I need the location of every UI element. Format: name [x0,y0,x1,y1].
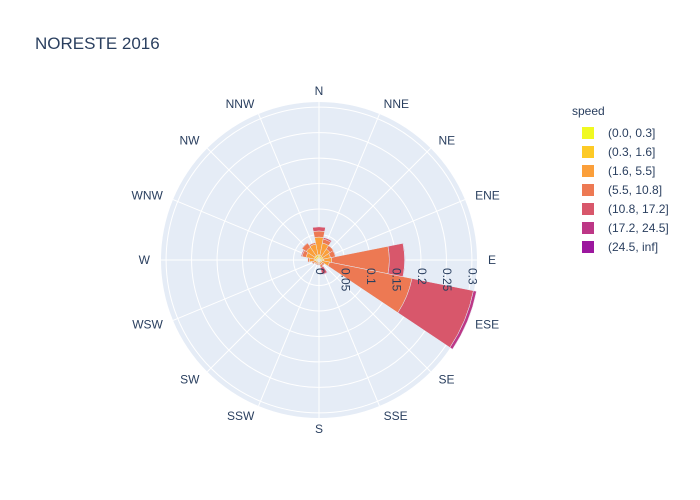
legend-label: (24.5, inf] [608,239,659,254]
angular-gridline [258,259,320,407]
wedge-ese [449,290,477,350]
legend-swatch [582,240,594,253]
legend-item[interactable]: (17.2, 24.5] [582,218,669,237]
radial-tick-label: 0 [313,268,327,275]
legend-swatch [582,126,594,139]
chart-title: NORESTE 2016 [35,34,160,53]
angular-gridline [172,259,320,321]
wedge-nw [301,242,309,250]
angular-gridline [318,259,432,373]
legend-swatch [582,221,594,234]
wedge-n [312,226,326,232]
legend-swatch [582,202,594,215]
legend-label: (1.6, 5.5] [608,163,656,178]
legend-item[interactable]: (10.8, 17.2] [582,199,669,218]
wedge-nnw [308,242,317,247]
wedge-wsw [311,260,315,265]
legend-items: (0.0, 0.3] (0.3, 1.6] (1.6, 5.5] (5.5, 10.8… [572,123,669,256]
legend-item[interactable]: (0.0, 0.3] [582,123,669,142]
legend-item[interactable]: (1.6, 5.5] [582,161,669,180]
angular-gridline [206,147,320,261]
direction-label-w: W [139,253,151,267]
direction-label-s: S [315,422,323,436]
direction-label-nnw: NNW [226,97,255,111]
direction-label-wnw: WNW [132,188,164,202]
direction-label-se: SE [439,373,455,387]
direction-label-ese: ESE [475,318,499,332]
radial-tick-label: 0.2 [415,268,429,285]
legend-item[interactable]: (0.3, 1.6] [582,142,669,161]
angular-gridline [318,199,466,261]
legend-item[interactable]: (24.5, inf] [582,237,669,256]
legend-label: (0.3, 1.6] [608,144,656,159]
legend-swatch [582,183,594,196]
wedge-sse [321,271,328,276]
direction-label-nne: NNE [384,97,409,111]
wedge-n [313,230,325,238]
direction-label-sw: SW [180,373,200,387]
legend: speed (0.0, 0.3] (0.3, 1.6] (1.6, 5.5] (5.5… [572,104,669,256]
wedge-ene [332,250,337,258]
legend-label: (17.2, 24.5] [608,220,669,235]
angular-gridline [258,113,320,261]
radial-tick-label: 0.1 [364,268,378,285]
legend-item[interactable]: (5.5, 10.8] [582,180,669,199]
legend-swatch [582,145,594,158]
angular-gridline [206,259,320,373]
radial-tick-label: 0.3 [466,268,480,285]
direction-label-ssw: SSW [227,409,255,423]
radial-tick-label: 0.15 [389,268,403,292]
wedge-e [402,242,406,278]
legend-label: (0.0, 0.3] [608,125,656,140]
angular-gridline [318,259,380,407]
angular-gridline [172,199,320,261]
angular-gridline [318,113,380,261]
radial-tick-label: 0.05 [338,268,352,292]
radial-tick-label: 0.25 [440,268,454,292]
legend-swatch [582,164,594,177]
direction-label-ene: ENE [475,188,500,202]
direction-label-nw: NW [179,133,200,147]
direction-label-n: N [315,84,324,98]
wedge-sw [314,261,318,265]
wedge-w [307,257,310,263]
wedge-nne [322,237,333,243]
angular-gridline [318,147,432,261]
wedge-wnw [300,249,305,257]
direction-label-ne: NE [439,133,456,147]
direction-label-wsw: WSW [132,318,163,332]
legend-label: (10.8, 17.2] [608,201,669,216]
direction-label-e: E [488,253,496,267]
legend-label: (5.5, 10.8] [608,182,663,197]
direction-label-sse: SSE [384,409,408,423]
legend-title: speed [572,104,605,118]
